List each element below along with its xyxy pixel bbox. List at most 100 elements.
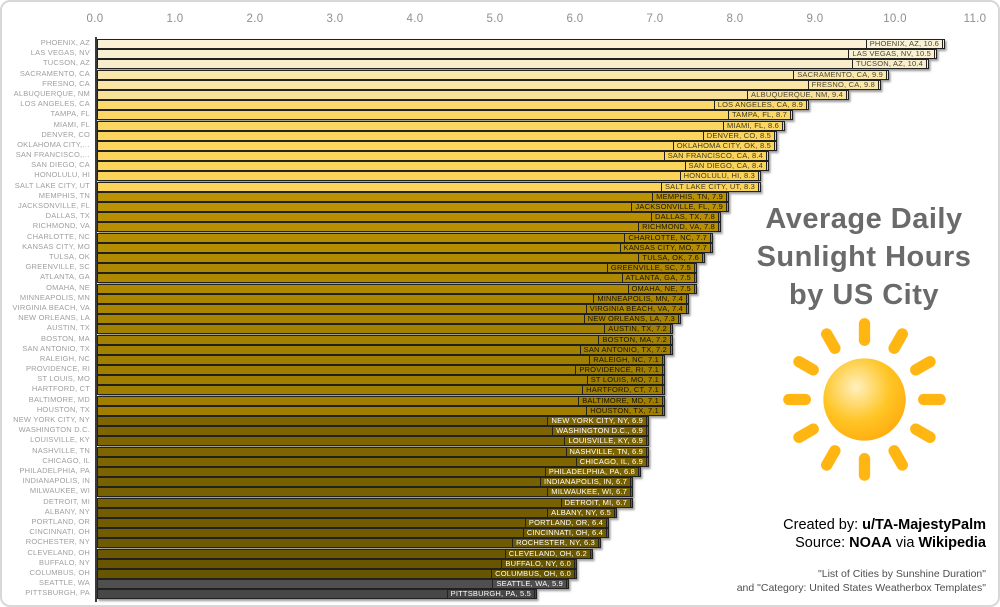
bar: CLEVELAND, OH, 6.2 [97,548,593,559]
bar-label: SAN ANTONIO, TX, 7.2 [579,344,671,355]
sun-ray [783,393,811,406]
bar-label: SEATTLE, WA, 5.9 [492,579,567,590]
sun-ray [793,356,819,376]
y-axis-label: INDIANAPOLIS, IN [22,476,90,486]
bar-label: MIAMI, FL, 8.6 [723,120,783,131]
y-axis-label: SALT LAKE CITY, UT [14,180,90,190]
bar: TULSA, OK, 7.6 [97,252,705,263]
bar-label: CINCINNATI, OH, 6.4 [522,528,607,539]
y-axis-label: HARTFORD, CT [31,384,90,394]
bar-label: BUFFALO, NY, 6.0 [501,558,575,569]
bar-label: ST LOUIS, MO, 7.1 [586,375,663,386]
sun-ray [888,328,908,354]
x-axis-tick: 9.0 [806,13,824,25]
y-axis-label: HOUSTON, TX [36,404,90,414]
bar-label: PROVIDENCE, RI, 7.1 [575,365,663,376]
y-axis-label: TUCSON, AZ [42,58,90,68]
bar: TUCSON, AZ, 10.4 [97,59,929,70]
bar: HONOLULU, HI, 8.3 [97,171,761,182]
bar-label: OKLAHOMA CITY, OK, 8.5 [672,140,775,151]
bar-label: RALEIGH, NC, 7.1 [589,354,663,365]
y-axis-label: PORTLAND, OR [31,516,90,526]
bar: LOS ANGELES, CA, 8.9 [97,100,809,111]
bar: AUSTIN, TX, 7.2 [97,324,673,335]
bar-label: DALLAS, TX, 7.8 [651,212,719,223]
bar: ALBANY, NY, 6.5 [97,507,617,518]
bar: ATLANTA, GA, 7.5 [97,273,697,284]
y-axis-label: DALLAS, TX [45,211,90,221]
footnote: "List of Cities by Sunshine Duration" an… [737,568,986,595]
bar: BUFFALO, NY, 6.0 [97,558,577,569]
y-axis-label: VIRGINIA BEACH, VA [12,302,90,312]
y-axis-label: ATLANTA, GA [40,272,90,282]
x-axis-tick: 8.0 [726,13,744,25]
y-axis-label: JACKSONVILLE, FL [18,201,90,211]
bar: CHICAGO, IL, 6.9 [97,456,649,467]
bar: SAN DIEGO, CA, 8.4 [97,161,769,172]
y-axis-label: PHILADELPHIA, PA [19,465,90,475]
bar: MIAMI, FL, 8.6 [97,120,785,131]
bar: SEATTLE, WA, 5.9 [97,579,569,590]
bar-label: TUCSON, AZ, 10.4 [852,59,927,70]
bar-label: PITTSBURGH, PA, 5.5 [446,589,535,600]
bar-label: CHARLOTTE, NC, 7.7 [624,232,711,243]
bar: LAS VEGAS, NV, 10.5 [97,49,937,60]
sun-ray [910,356,936,376]
sun-ray [821,328,841,354]
bar-label: FRESNO, CA, 9.8 [807,79,879,90]
y-axis-label: NASHVILLE, TN [32,445,90,455]
bar-label: CHICAGO, IL, 6.9 [575,456,647,467]
y-axis-line [95,37,97,602]
y-axis-label: HONOLULU, HI [34,170,90,180]
y-axis-label: ALBUQUERQUE, NM [13,88,90,98]
bar-label: ALBANY, NY, 6.5 [547,507,615,518]
x-axis-tick: 1.0 [166,13,184,25]
y-axis-label: RICHMOND, VA [32,221,90,231]
bar-label: DETROIT, MI, 6.7 [560,497,631,508]
bar-label: MILWAUKEE, WI, 6.7 [547,487,631,498]
bar-label: HONOLULU, HI, 8.3 [679,171,759,182]
y-axis-label: CHARLOTTE, NC [26,231,90,241]
sun-ray [888,445,908,471]
bar-label: COLUMBUS, OH, 6.0 [491,568,575,579]
sun-ray [821,445,841,471]
chart-title: Average Daily Sunlight Hours by US City [734,200,994,314]
y-axis-label: NEW ORLEANS, LA [18,313,90,323]
y-axis-label: OKLAHOMA CITY,… [17,139,90,149]
sun-ray [858,453,871,481]
bar: RALEIGH, NC, 7.1 [97,354,665,365]
bar-label: TAMPA, FL, 8.7 [727,110,791,121]
bar: SAN ANTONIO, TX, 7.2 [97,344,673,355]
bar-label: MINNEAPOLIS, MN, 7.4 [593,293,687,304]
bar: NASHVILLE, TN, 6.9 [97,446,649,457]
y-axis-label: CLEVELAND, OH [27,547,90,557]
y-axis-label: TAMPA, FL [50,109,90,119]
y-axis-label: MIAMI, FL [53,119,90,129]
bar: OMAHA, NE, 7.5 [97,283,697,294]
bar: FRESNO, CA, 9.8 [97,79,881,90]
bar-label: JACKSONVILLE, FL, 7.9 [631,202,727,213]
bar: CINCINNATI, OH, 6.4 [97,528,609,539]
bar: DETROIT, MI, 6.7 [97,497,633,508]
bar: OKLAHOMA CITY, OK, 8.5 [97,140,777,151]
bar-label: BALTIMORE, MD, 7.1 [578,395,663,406]
y-axis-label: BUFFALO, NY [39,557,90,567]
bar-label: MEMPHIS, TN, 7.9 [652,191,727,202]
credits-created-by: Created by: u/TA-MajestyPalm [783,517,986,533]
bar: PHOENIX, AZ, 10.6 [97,39,945,49]
bar: MINNEAPOLIS, MN, 7.4 [97,293,689,304]
bar: COLUMBUS, OH, 6.0 [97,568,577,579]
bar: MEMPHIS, TN, 7.9 [97,191,729,202]
bar: HARTFORD, CT, 7.1 [97,385,665,396]
bar-label: INDIANAPOLIS, IN, 6.7 [540,477,631,488]
bar: SAN FRANCISCO, CA, 8.4 [97,151,769,162]
bar-label: ROCHESTER, NY, 6.3 [512,538,599,549]
bar: DALLAS, TX, 7.8 [97,212,721,223]
bar-label: LAS VEGAS, NV, 10.5 [848,49,935,60]
bar-label: PHOENIX, AZ, 10.6 [865,39,943,49]
y-axis-label: WASHINGTON D.C. [18,425,90,435]
bar-label: PORTLAND, OR, 6.4 [524,517,607,528]
bar: JACKSONVILLE, FL, 7.9 [97,202,729,213]
bar-label: VIRGINIA BEACH, VA, 7.4 [585,303,687,314]
x-axis-tick: 11.0 [963,13,987,25]
